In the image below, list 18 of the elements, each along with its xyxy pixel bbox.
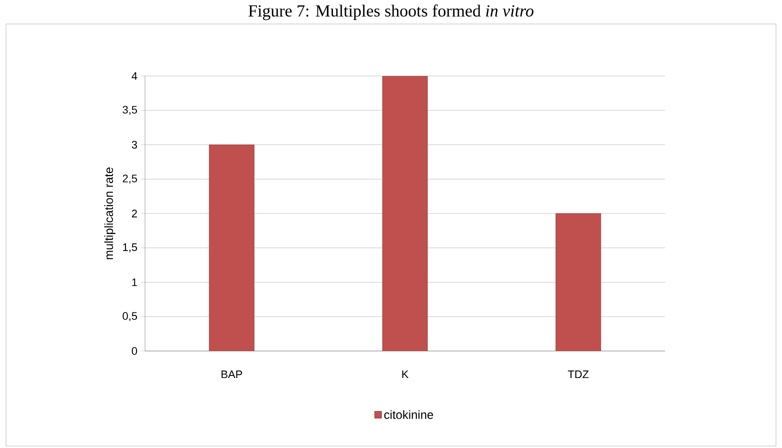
legend-label: citokinine (384, 410, 434, 419)
y-tick-label: 0 (132, 347, 138, 355)
y-axis-title: multiplication rate (104, 168, 116, 260)
x-tick-label: TDZ (568, 370, 589, 378)
y-tick-label: 2 (132, 210, 137, 218)
y-tick-label: 1,5 (123, 243, 138, 252)
y-tick-label: 1 (132, 278, 137, 286)
bar (382, 76, 428, 351)
chart-title: Figure 7: Multiples shoots formed in vitro (248, 4, 534, 20)
y-tick-label: 0,5 (122, 312, 138, 322)
y-tick-label: 4 (132, 72, 138, 80)
y-tick-label: 3 (132, 140, 137, 149)
bar (556, 213, 602, 351)
bar (208, 144, 254, 351)
y-tick-label: 3,5 (122, 106, 138, 115)
x-tick-label: K (402, 370, 409, 378)
x-tick-label: BAP (222, 370, 242, 378)
y-tick-label: 2,5 (122, 174, 138, 184)
